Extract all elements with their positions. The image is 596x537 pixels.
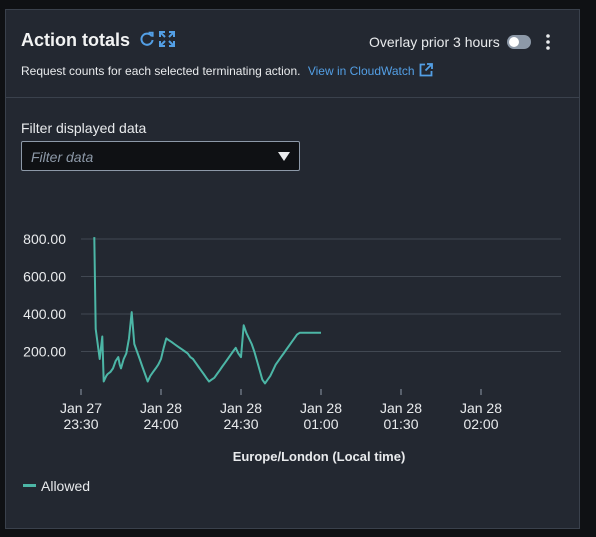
expand-icon[interactable] bbox=[159, 31, 175, 47]
x-tick-label: 24:30 bbox=[223, 416, 258, 432]
y-tick-label: 800.00 bbox=[23, 231, 66, 247]
widget-title: Action totals bbox=[21, 30, 131, 50]
caret-down-icon bbox=[278, 152, 290, 161]
cloudwatch-link-label: View in CloudWatch bbox=[307, 64, 415, 78]
x-tick-label: 01:30 bbox=[383, 416, 418, 432]
x-tick-label: 01:00 bbox=[303, 416, 338, 432]
external-link-icon bbox=[419, 63, 433, 77]
x-tick-label: 02:00 bbox=[463, 416, 498, 432]
y-tick-label: 600.00 bbox=[23, 269, 66, 285]
x-tick-label: Jan 28 bbox=[460, 400, 502, 416]
x-tick-label: Jan 28 bbox=[140, 400, 182, 416]
legend-label-allowed: Allowed bbox=[41, 478, 91, 494]
widget-description: Request counts for each selected termina… bbox=[21, 63, 433, 78]
filter-placeholder: Filter data bbox=[31, 149, 94, 165]
chart-legend: Allowed bbox=[23, 478, 90, 494]
more-options-icon[interactable] bbox=[544, 33, 552, 51]
widget-header: Action totals Overlay prior 3 hours Requ… bbox=[6, 10, 579, 98]
x-tick-label: Jan 28 bbox=[220, 400, 262, 416]
filter-data-select[interactable]: Filter data bbox=[21, 141, 300, 171]
x-axis-label: Europe/London (Local time) bbox=[233, 449, 406, 464]
refresh-icon[interactable] bbox=[139, 31, 155, 47]
cloudwatch-link[interactable]: View in CloudWatch bbox=[307, 63, 433, 78]
action-totals-widget: Action totals Overlay prior 3 hours Requ… bbox=[5, 9, 580, 529]
filter-label: Filter displayed data bbox=[21, 120, 147, 136]
x-tick-label: Jan 27 bbox=[60, 400, 102, 416]
x-tick-label: 24:00 bbox=[143, 416, 178, 432]
header-divider bbox=[6, 97, 579, 98]
overlay-prior-label: Overlay prior 3 hours bbox=[369, 34, 500, 50]
x-tick-label: Jan 28 bbox=[380, 400, 422, 416]
description-text: Request counts for each selected termina… bbox=[21, 64, 301, 78]
x-tick-label: 23:30 bbox=[63, 416, 98, 432]
overlay-toggle[interactable] bbox=[507, 35, 531, 49]
series-line-allowed bbox=[93, 237, 321, 385]
y-tick-label: 200.00 bbox=[23, 344, 66, 360]
toggle-knob bbox=[509, 37, 519, 47]
x-tick-label: Jan 28 bbox=[300, 400, 342, 416]
y-tick-label: 400.00 bbox=[23, 306, 66, 322]
legend-swatch-allowed bbox=[23, 484, 36, 487]
